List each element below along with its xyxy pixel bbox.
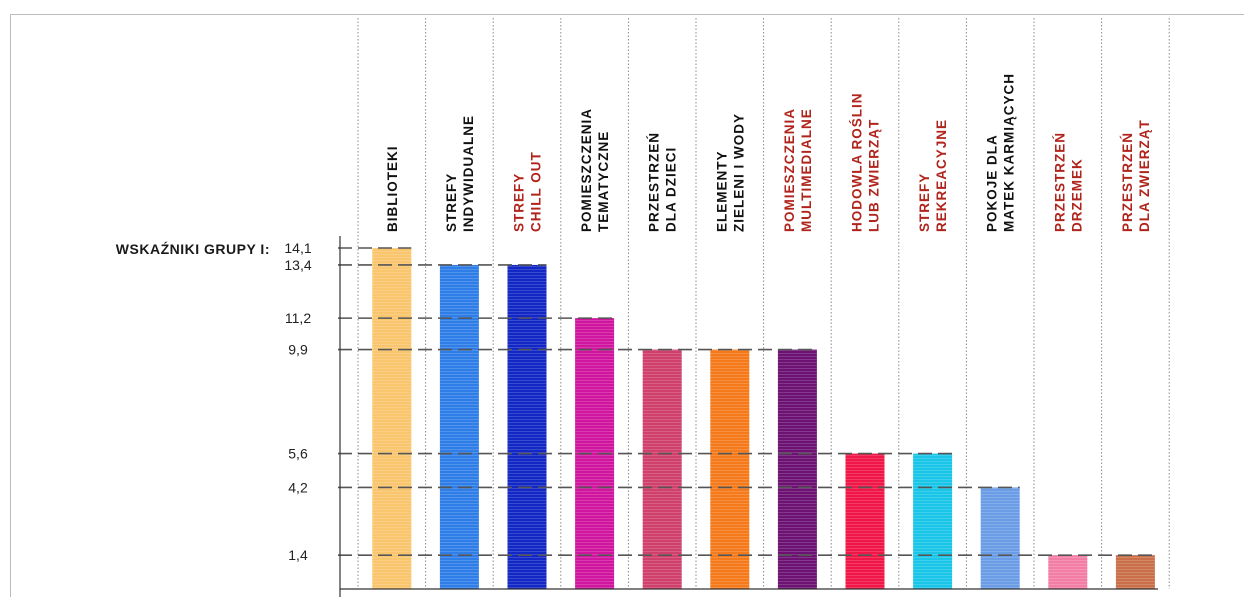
y-tick-label-1: 14,1 <box>284 240 311 256</box>
category-label-3-line-2: CHILL OUT <box>529 151 544 232</box>
y-tick-label-3: 11,2 <box>285 310 311 326</box>
category-label-9-line-2: REKREACYJNE <box>934 119 949 232</box>
bar-texture-7 <box>777 349 817 589</box>
category-label-11-line-2: DRZEMEK <box>1069 158 1084 232</box>
bar-texture-10 <box>980 487 1020 589</box>
category-label-8-line-1: HODOWLA ROŚLIN <box>850 93 865 233</box>
category-label-6-line-2: ZIELENI I WODY <box>731 113 746 232</box>
chart-frame <box>10 14 1244 597</box>
bar-texture-3 <box>507 264 547 589</box>
y-tick-label-4: 9,9 <box>288 342 308 358</box>
y-tick-label-2: 13,4 <box>284 257 311 273</box>
category-label-1-line-1: BIBLIOTEKI <box>385 146 400 233</box>
bar-texture-6 <box>710 349 750 589</box>
y-tick-label-6: 4,2 <box>288 479 308 495</box>
category-label-10-line-1: POKOJE DLA <box>985 134 1000 232</box>
category-label-8-line-2: LUB ZWIERZĄT <box>867 119 882 232</box>
category-label-12-line-2: DLA ZWIERZĄT <box>1137 119 1152 232</box>
bar-texture-11 <box>1048 555 1088 589</box>
bar-texture-1 <box>372 248 412 589</box>
category-label-3-line-1: STREFY <box>512 173 527 232</box>
chart-title: WSKAŹNIKI GRUPY I: <box>116 241 270 257</box>
category-label-9-line-1: STREFY <box>917 173 932 232</box>
category-label-10-line-2: MATEK KARMIĄCYCH <box>1002 73 1017 232</box>
category-label-12-line-1: PRZESTRZEŃ <box>1120 132 1135 232</box>
category-label-4-line-1: POMIESZCZENIA <box>579 108 594 232</box>
category-label-7-line-1: POMIESZCZENIA <box>782 108 797 232</box>
bar-texture-8 <box>845 453 885 589</box>
category-label-7-line-2: MULTIMEDIALNE <box>799 108 814 232</box>
category-label-2-line-1: STREFY <box>444 173 459 232</box>
bar-texture-5 <box>642 349 682 589</box>
y-tick-label-7: 1,4 <box>288 547 308 563</box>
category-label-4-line-2: TEMATYCZNE <box>596 131 611 232</box>
y-tick-label-5: 5,6 <box>288 446 308 462</box>
category-label-6-line-1: ELEMENTY <box>714 150 729 232</box>
category-label-5-line-2: DLA DZIECI <box>664 147 679 232</box>
bar-texture-9 <box>913 453 953 589</box>
bar-texture-12 <box>1115 555 1155 589</box>
bar-texture-2 <box>439 264 479 589</box>
category-label-11-line-1: PRZESTRZEŃ <box>1052 132 1067 232</box>
category-label-5-line-1: PRZESTRZEŃ <box>647 132 662 232</box>
category-label-2-line-2: INDYWIDUALNE <box>461 115 476 232</box>
